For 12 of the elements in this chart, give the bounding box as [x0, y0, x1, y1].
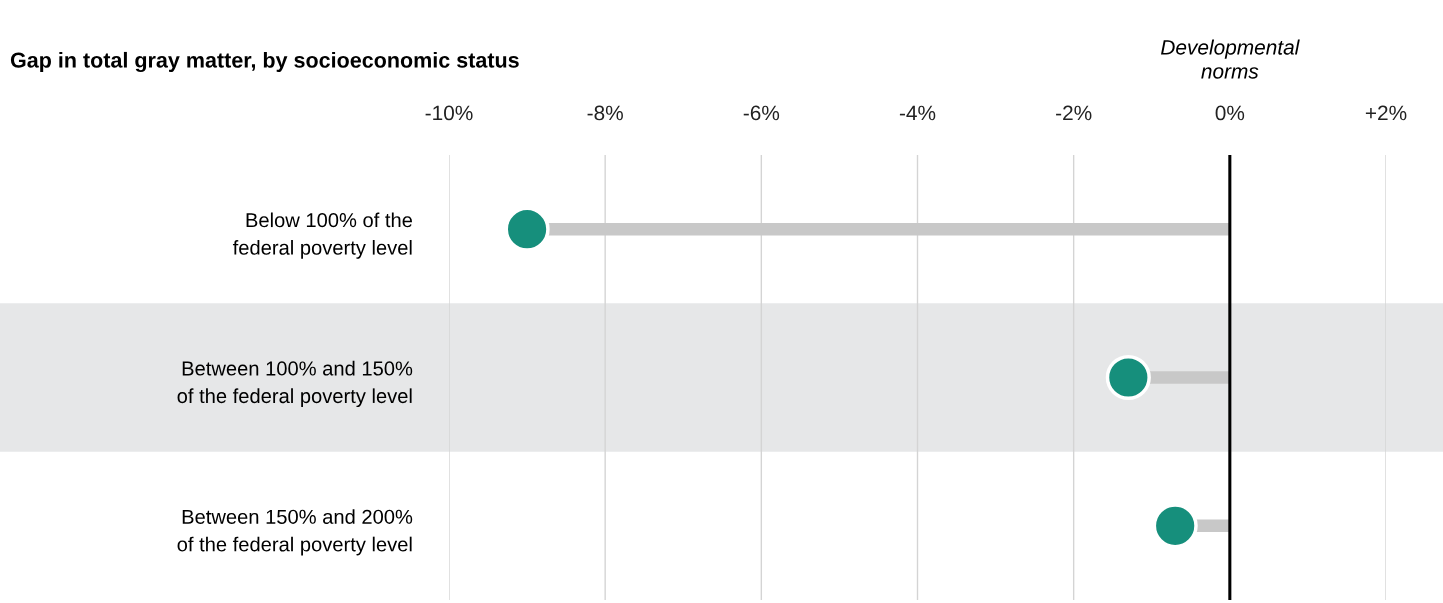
x-tick-label: +2% — [1365, 105, 1407, 121]
y-tick-label: Between 150% and 200% of the federal poverty level — [177, 509, 413, 556]
x-tick-label: -6% — [743, 105, 780, 121]
y-tick-label: Below 100% of the federal poverty level — [232, 212, 412, 259]
y-tick-label: Between 100% and 150% of the federal poverty level — [177, 360, 413, 408]
x-tick-label: -10% — [425, 105, 473, 121]
ref-line-label: Developmental norms — [1161, 39, 1300, 79]
x-tick-label: -2% — [1056, 105, 1092, 121]
x-tick-label: -8% — [587, 105, 623, 121]
x-tick-label: -4% — [899, 105, 936, 121]
text: Gap in total gray matter, by socioeconomic status — [10, 51, 519, 73]
x-tick-label: 0% — [1215, 105, 1245, 121]
